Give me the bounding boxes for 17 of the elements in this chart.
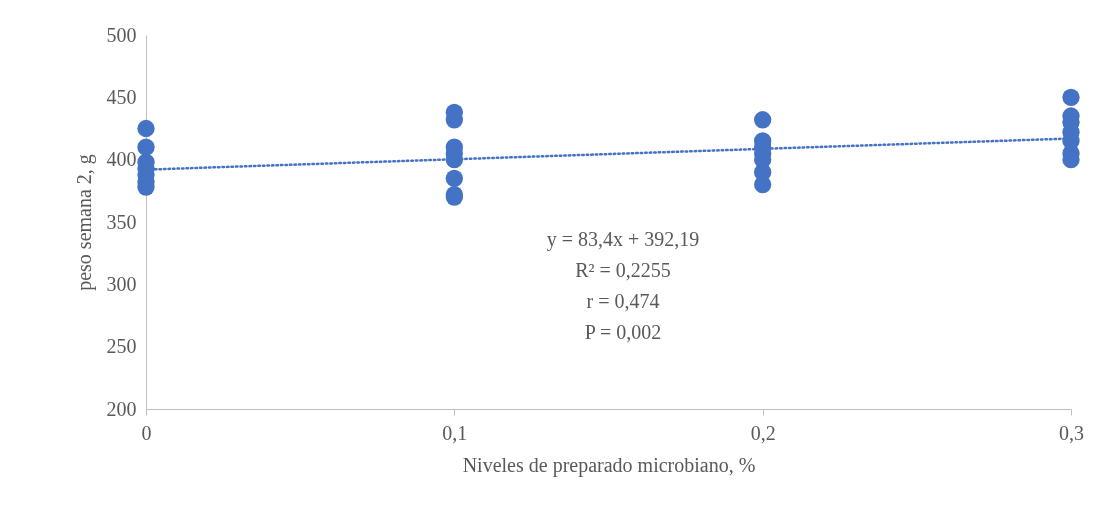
annotation: y = 83,4x + 392,19 <box>546 228 700 251</box>
y-tick-label: 200 <box>106 397 137 420</box>
annotation: P = 0,002 <box>584 321 662 343</box>
y-tick-label: 500 <box>106 23 137 46</box>
x-tick-label: 0,3 <box>1059 421 1084 444</box>
x-tick-label: 0 <box>141 421 152 444</box>
annotation: r = 0,474 <box>586 290 660 312</box>
annotation: R² = 0,2255 <box>575 259 671 281</box>
y-tick-label: 250 <box>106 335 137 358</box>
x-axis-title: Niveles de preparado microbiano, % <box>462 453 756 477</box>
y-tick-label: 350 <box>106 210 137 233</box>
y-tick-label: 450 <box>106 85 137 108</box>
y-axis-title: peso semana 2, g <box>72 154 96 291</box>
y-tick-label: 400 <box>106 148 137 171</box>
x-tick-label: 0,1 <box>442 421 468 444</box>
x-tick-label: 0,2 <box>750 421 776 444</box>
y-tick-label: 300 <box>106 272 137 295</box>
